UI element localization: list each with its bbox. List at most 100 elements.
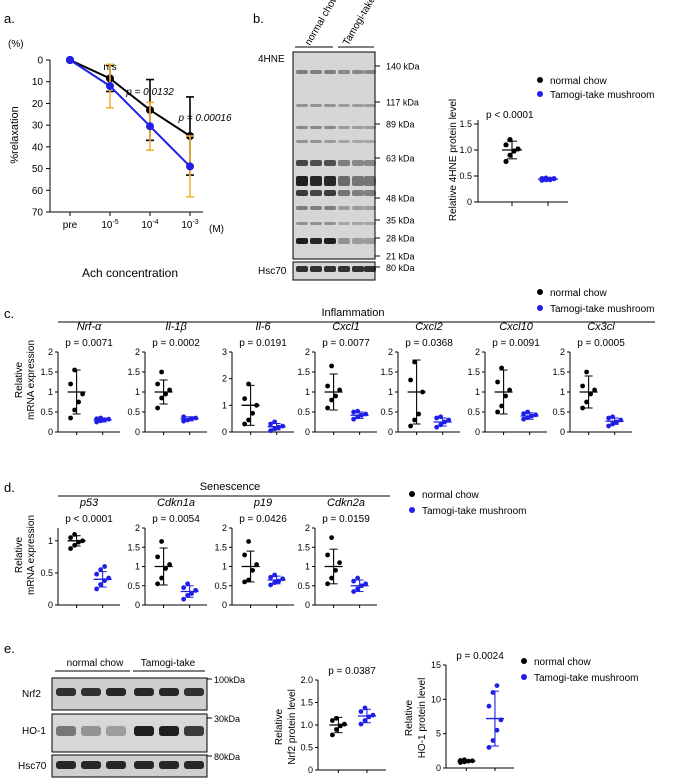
- panel-d-point: [337, 560, 342, 566]
- legend-b-tamogi-marker: [537, 91, 543, 97]
- legend-c-normal-text: normal chow: [550, 288, 607, 299]
- panel-d-pvalue: p = 0.0426: [239, 514, 287, 525]
- panel-c-point: [408, 423, 413, 429]
- blot-b-band: [338, 160, 350, 166]
- panel-a-point: [66, 56, 74, 64]
- legend-b-normal-marker: [537, 77, 543, 83]
- blot-e-marker-100: 100kDa: [214, 675, 245, 685]
- panel-d-point: [325, 581, 330, 587]
- panel-d-y-tick-label: 1.5: [214, 542, 227, 552]
- panel-d-y-tick-label: 2: [135, 523, 140, 533]
- blot-e-ho1-band: [134, 726, 154, 736]
- legend-d-tamogi-marker: [409, 507, 415, 513]
- blot-b-band: [310, 176, 322, 186]
- blot-b-hsc70-band: [364, 266, 376, 272]
- panel-c-point: [499, 365, 504, 371]
- blot-b-band: [364, 176, 376, 186]
- blot-b-band: [324, 222, 336, 225]
- chart-b-y-tick-label: 1.0: [459, 145, 472, 155]
- blot-b-band: [296, 140, 308, 143]
- blot-b-band: [324, 238, 336, 244]
- blot-b-hsc70-band: [352, 266, 364, 272]
- panel-a-x-tick-label: pre: [63, 220, 78, 231]
- panel-c-point: [268, 428, 274, 434]
- panel-d-gene-title: p19: [253, 497, 272, 509]
- panel-c-y-tick-label: 2: [48, 347, 53, 357]
- panel-d-point: [254, 562, 259, 567]
- blot-e-ho1-membrane: [51, 713, 208, 753]
- blot-b-band: [324, 104, 336, 107]
- panel-c-y-tick-label: 3: [222, 347, 227, 357]
- panel-d-y-tick-label: 0.5: [40, 568, 53, 578]
- panel-d-point: [68, 535, 73, 541]
- panel-e-nrf2-point: [330, 732, 335, 738]
- panel-c-point: [72, 407, 77, 413]
- panel-c-point: [155, 381, 161, 387]
- blot-e-nrf2-band: [184, 688, 204, 696]
- panel-c-y-tick-label: 0: [48, 427, 53, 437]
- blot-b-band: [296, 104, 308, 107]
- panel-a-point: [146, 122, 154, 131]
- panel-a-x-tick-label: 10-3: [181, 219, 198, 231]
- panel-d-y-label-2: mRNA expression: [26, 515, 37, 595]
- blot-hsc70-label: Hsc70: [258, 266, 287, 277]
- chart-b-point: [503, 142, 509, 148]
- blot-b-band: [352, 238, 364, 244]
- panel-c-point: [250, 410, 256, 416]
- blot-b-band: [352, 206, 364, 210]
- panel-d-y-tick-label: 0.5: [297, 581, 310, 591]
- panel-e-nrf2-point: [330, 718, 335, 723]
- panel-e-ho1-y-tick-label: 0: [436, 763, 441, 773]
- blot-e-hsc70-band: [81, 761, 101, 769]
- panel-c-y-tick-label: 1: [135, 387, 140, 397]
- panel-label-a: a.: [4, 11, 15, 26]
- panel-c-y-tick-label: 0: [305, 427, 310, 437]
- chart-b-point: [503, 158, 509, 165]
- panel-e-ho1-point: [494, 683, 500, 688]
- panel-c-point: [329, 363, 334, 369]
- panel-e-nrf2-point: [358, 709, 364, 714]
- blot-b-band: [324, 140, 336, 143]
- panel-c-point: [408, 377, 413, 383]
- panel-c-chart-5: Cxcl10 p = 0.0091 0 0.5 1 1.5 2: [467, 321, 547, 437]
- blot-b-marker-label: 140 kDa: [386, 62, 420, 72]
- panel-c-y-label-1: Relative: [14, 362, 25, 399]
- blot-e-hsc70-band: [106, 761, 126, 769]
- panel-a-x-tick-label: 10-4: [141, 219, 158, 231]
- blot-b-marker-label: 80 kDa: [386, 263, 415, 273]
- panel-c-charts: Nrf-α p = 0.0071 0 0.5 1 1.5 2 Il-1β p = 0.0002 0…: [40, 321, 632, 437]
- blot-b-band: [296, 126, 308, 129]
- panel-c-y-tick-label: 1.5: [127, 367, 140, 377]
- blot-b-band: [338, 190, 350, 196]
- blot-b-band: [364, 160, 376, 166]
- panel-c-y-tick-label: 0.5: [297, 407, 310, 417]
- panel-c-y-tick-label: 1: [305, 387, 310, 397]
- panel-d-point: [329, 535, 334, 541]
- panel-e-ho1-y-label-1: Relative: [404, 700, 415, 737]
- blot-e-nrf2-band: [159, 688, 179, 696]
- legend-c-tamogi-marker: [537, 305, 543, 311]
- blot-b-band: [352, 176, 364, 186]
- panel-c-point: [412, 417, 417, 423]
- panel-c-chart-3: Cxcl1 p = 0.0077 0 0.5 1 1.5 2: [297, 321, 377, 437]
- panel-c-point: [68, 381, 73, 387]
- legend-e-tamogi-marker: [521, 674, 527, 680]
- panel-c-y-tick-label: 0.5: [380, 407, 393, 417]
- blot-b-band: [324, 126, 336, 129]
- panel-d-point: [155, 581, 161, 587]
- panel-c-point: [80, 391, 85, 397]
- panel-d-point: [181, 585, 187, 591]
- panel-c-point: [434, 424, 440, 430]
- panel-e-nrf2-point: [358, 721, 364, 727]
- panel-c-pvalue: p = 0.0077: [322, 338, 370, 349]
- panel-d-point: [250, 567, 256, 573]
- panel-e-ho1-point: [490, 738, 496, 743]
- blot-b-marker-label: 48 kDa: [386, 194, 415, 204]
- blot-e-ho1-band: [184, 726, 204, 736]
- blot-b-band: [310, 140, 322, 143]
- panel-c-y-tick-label: 0.5: [40, 407, 53, 417]
- blot-b-band: [338, 238, 350, 244]
- panel-a-series-line: [69, 59, 191, 137]
- panel-a-point: [186, 162, 194, 171]
- chart-b-point: [515, 146, 521, 152]
